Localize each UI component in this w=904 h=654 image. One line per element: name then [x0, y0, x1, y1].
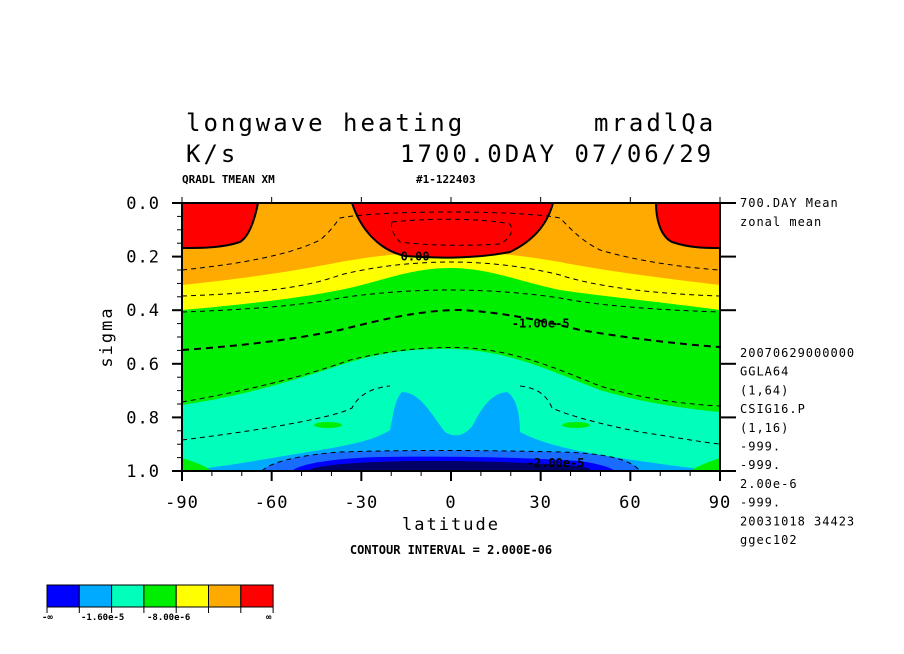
- side-mean-label: 700.DAY Mean: [740, 196, 839, 210]
- x-axis: -90 -60 -30 0 30 60 90: [165, 197, 731, 513]
- colorbar-legend: [46, 584, 274, 613]
- contour-lines: [182, 211, 720, 471]
- legend-swatch: [78, 584, 113, 608]
- side-info-line: GGLA64: [740, 365, 789, 379]
- x-tick-label: -30: [344, 493, 378, 513]
- contour-interval-label: CONTOUR INTERVAL = 2.000E-06: [350, 543, 552, 557]
- legend-label-right: ∞: [266, 613, 272, 623]
- side-zonal-label: zonal mean: [740, 215, 822, 229]
- fill-level-red-center: [352, 203, 553, 258]
- x-tick-label: 30: [529, 493, 551, 513]
- x-tick-label: 0: [445, 493, 456, 513]
- run-id-label: #1-122403: [416, 173, 476, 186]
- var-id-label: QRADL TMEAN XM: [182, 173, 275, 186]
- zero-contour: [182, 203, 720, 259]
- x-tick-label: -60: [255, 493, 289, 513]
- variable-name: mradlQa: [594, 109, 716, 137]
- side-info-line: CSIG16.P: [740, 402, 806, 416]
- fill-level-red-right: [656, 203, 720, 248]
- fill-green-spot-right: [562, 422, 590, 428]
- y-tick-label: 1.0: [126, 462, 160, 482]
- side-info-line: -999.: [740, 440, 781, 454]
- y-axis-label: sigma: [97, 306, 117, 367]
- legend-swatch: [111, 584, 145, 608]
- fill-level-navy: [310, 461, 591, 471]
- contour-field: [182, 203, 720, 471]
- side-info-lines: 20070629000000 GGLA64 (1,64) CSIG16.P (1,16)…: [740, 346, 855, 547]
- x-tick-label: -90: [165, 493, 199, 513]
- legend-label-mid2: -8.00e-6: [147, 613, 190, 623]
- side-info-line: -999.: [740, 496, 781, 510]
- y-tick-label: 0.8: [126, 408, 160, 428]
- contour-labels: 0.00 -1.00e-5 -2.00e-5: [401, 250, 585, 470]
- legend-swatch: [46, 584, 80, 608]
- y-tick-label: 0.6: [126, 355, 160, 375]
- contour-minus-1e-5: [182, 308, 720, 351]
- side-info-line: (1,64): [740, 383, 789, 397]
- side-info-line: (1,16): [740, 421, 789, 435]
- legend-swatch: [143, 584, 177, 608]
- y-tick-label: 0.4: [126, 301, 160, 321]
- legend-swatch: [175, 584, 209, 608]
- fill-green-spot-left: [314, 422, 342, 428]
- x-tick-label: 90: [709, 493, 731, 513]
- time-label: 1700.0DAY 07/06/29: [400, 140, 714, 168]
- fill-green-corner-left: [182, 458, 212, 471]
- legend-label-mid1: -1.60e-5: [81, 613, 124, 623]
- y-tick-label: 0.2: [126, 248, 160, 268]
- y-axis: 0.0 0.2 0.4 0.6 0.8 1.0: [126, 194, 736, 482]
- plot-title: longwave heating: [186, 109, 465, 137]
- x-axis-label: latitude: [402, 515, 500, 535]
- contour-label: -2.00e-5: [527, 456, 585, 470]
- units-label: K/s: [186, 140, 238, 168]
- legend-label-left: -∞: [42, 613, 53, 623]
- y-tick-label: 0.0: [126, 194, 160, 214]
- side-info-line: 20070629000000: [740, 346, 855, 360]
- side-info-line: ggec102: [740, 533, 798, 547]
- side-info-line: 2.00e-6: [740, 477, 798, 491]
- contour-label: 0.00: [401, 250, 430, 264]
- fill-green-corner-right: [690, 458, 720, 471]
- legend-swatch: [240, 584, 274, 608]
- fill-level-red-left: [182, 203, 258, 248]
- x-tick-label: 60: [619, 493, 641, 513]
- fill-level-lightblue: [182, 392, 720, 471]
- side-info-line: 20031018 34423: [740, 514, 855, 528]
- side-info-line: -999.: [740, 458, 781, 472]
- legend-swatch: [208, 584, 242, 608]
- contour-label: -1.00e-5: [512, 317, 570, 331]
